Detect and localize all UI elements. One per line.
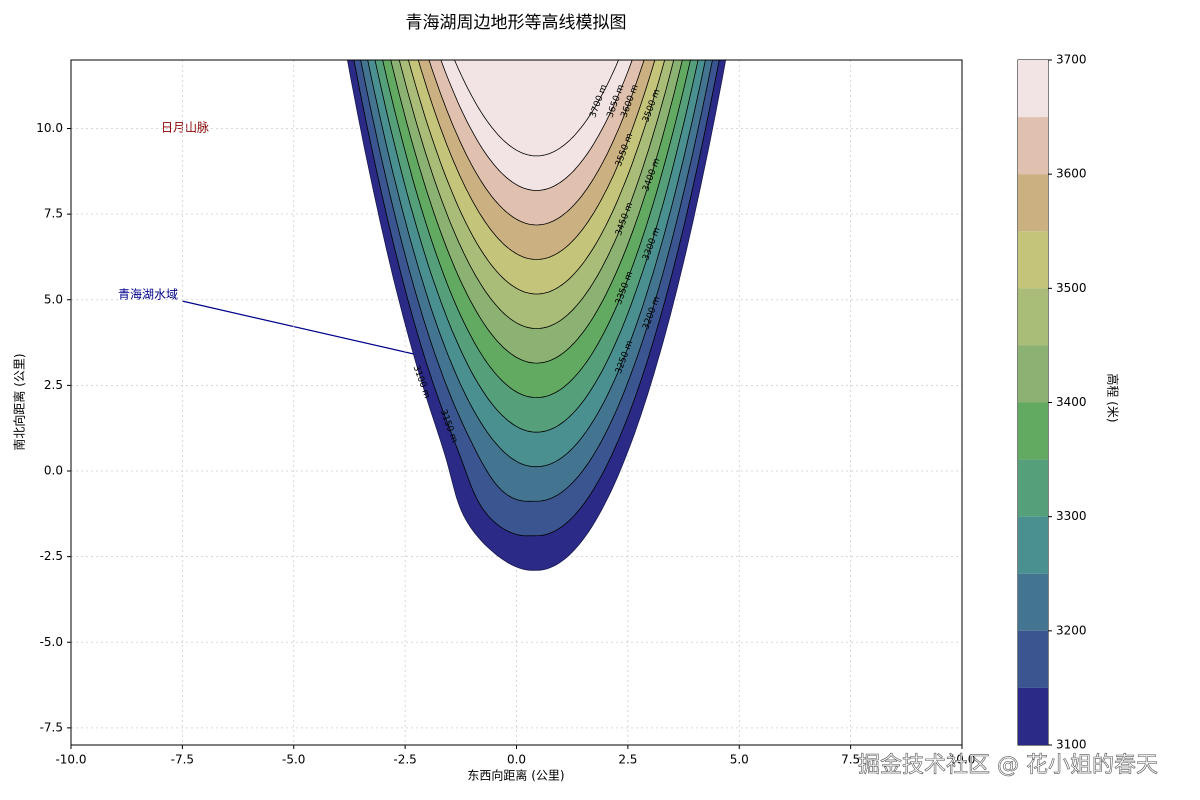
contour-line — [390, 60, 683, 364]
x-tick-label: -7.5 — [171, 753, 194, 767]
x-axis-label: 东西向距离 (公里) — [467, 768, 564, 783]
x-tick-label: 7.5 — [841, 753, 860, 767]
annotation: 日月山脉 — [161, 120, 209, 135]
contour-line — [353, 60, 720, 537]
colorbar-band — [1018, 60, 1048, 118]
colorbar-band — [1018, 345, 1048, 403]
colorbar-tick-label: 3700 — [1056, 53, 1087, 67]
colorbar-tick-label: 3600 — [1056, 167, 1087, 181]
colorbar-tick-label: 3400 — [1056, 395, 1087, 409]
x-tick-label: 2.5 — [618, 753, 637, 767]
y-tick-label: 0.0 — [44, 464, 63, 478]
annotation: 青海湖水域 — [118, 287, 178, 302]
x-tick-label: 0.0 — [507, 753, 526, 767]
watermark: 掘金技术社区 @ 花小姐的春天 — [858, 753, 1158, 778]
contour-line — [382, 60, 691, 399]
colorbar-band — [1018, 516, 1048, 574]
contour-line — [347, 60, 727, 571]
x-tick-label: -5.0 — [282, 753, 305, 767]
y-tick-label: 2.5 — [44, 378, 63, 392]
x-tick-label: -10.0 — [55, 753, 86, 767]
x-tick-label: -2.5 — [393, 753, 416, 767]
colorbar-band — [1018, 231, 1048, 289]
chart-title: 青海湖周边地形等高线模拟图 — [406, 13, 627, 33]
colorbar-band — [1018, 402, 1048, 460]
contour-line — [398, 60, 675, 330]
y-tick-label: 5.0 — [44, 292, 63, 306]
colorbar-tick-label: 3100 — [1056, 738, 1087, 752]
contour-line — [428, 60, 645, 226]
contour-line — [367, 60, 706, 468]
y-tick-label: 7.5 — [44, 207, 63, 221]
contour-line — [440, 60, 633, 191]
colorbar-band — [1018, 117, 1048, 175]
colorbar-band — [1018, 687, 1048, 745]
contour-line — [360, 60, 713, 502]
colorbar-band — [1018, 459, 1048, 517]
colorbar-band — [1018, 288, 1048, 346]
y-axis-label: 南北向距离 (公里) — [12, 353, 27, 450]
colorbar-band — [1018, 630, 1048, 688]
colorbar-label: 高程 (米) — [1106, 373, 1121, 422]
y-tick-label: 10.0 — [36, 121, 63, 135]
x-tick-label: 5.0 — [730, 753, 749, 767]
y-tick-label: -2.5 — [40, 549, 63, 563]
contour-line — [374, 60, 699, 433]
y-tick-label: -7.5 — [40, 720, 63, 734]
contour-line — [417, 60, 656, 260]
colorbar-tick-label: 3300 — [1056, 509, 1087, 523]
colorbar-tick-label: 3500 — [1056, 281, 1087, 295]
x-tick-label: 10.0 — [949, 753, 976, 767]
contour-line — [408, 60, 666, 295]
colorbar-band — [1018, 174, 1048, 232]
colorbar-band — [1018, 573, 1048, 631]
plot-frame — [70, 59, 963, 746]
y-tick-label: -5.0 — [40, 635, 63, 649]
colorbar-tick-label: 3200 — [1056, 623, 1087, 637]
contour-line — [454, 60, 619, 157]
